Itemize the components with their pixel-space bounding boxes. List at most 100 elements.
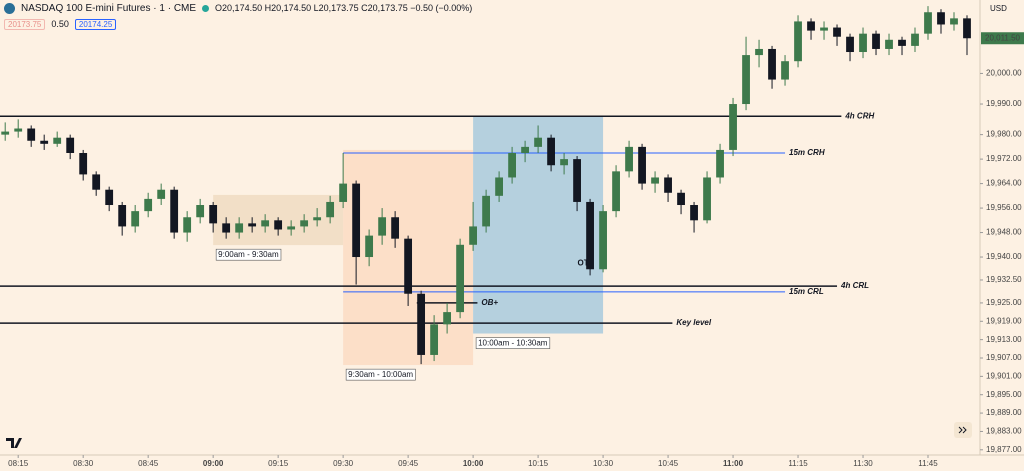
candle-body — [235, 223, 244, 233]
candle-body — [885, 39, 893, 49]
y-tick-label: 19,883.00 — [986, 427, 1022, 436]
candle-body — [547, 137, 555, 166]
x-tick-label: 10:30 — [593, 459, 614, 468]
x-tick-label: 08:45 — [138, 459, 159, 468]
candle-body — [378, 217, 387, 236]
candle-body — [534, 137, 542, 147]
candle-body — [729, 104, 737, 150]
candle-body — [274, 220, 283, 230]
candle-body — [326, 201, 335, 218]
x-tick-label: 09:00 — [203, 459, 224, 468]
time-box-label-bg — [475, 337, 551, 349]
candle-body — [339, 183, 348, 202]
candle-body — [781, 61, 789, 80]
candle-body — [638, 146, 646, 184]
time-box-label: 9:30am - 10:00am — [348, 370, 413, 379]
scroll-button[interactable] — [954, 422, 972, 438]
symbol-logo — [4, 2, 15, 14]
candle-body — [313, 217, 322, 221]
header: NASDAQ 100 E-mini Futures · 1 · CME O20,… — [0, 0, 472, 32]
y-tick-label: 19,913.00 — [986, 335, 1022, 344]
candle-body — [469, 226, 478, 245]
candle-body — [79, 152, 88, 175]
market-status — [202, 4, 210, 12]
y-tick-label: 19,901.00 — [986, 371, 1022, 380]
x-tick-label: 08:15 — [8, 459, 29, 468]
candle-body — [768, 48, 776, 80]
candle-body — [508, 152, 516, 178]
candle-body — [118, 205, 127, 227]
candle-body — [612, 171, 620, 212]
candle-body — [755, 48, 763, 56]
candle-body — [209, 205, 218, 224]
candle-body — [911, 33, 919, 46]
x-tick-label: 10:45 — [658, 459, 679, 468]
candles — [1, 6, 971, 365]
candle-body — [482, 195, 490, 227]
y-tick-label: 19,956.00 — [986, 203, 1022, 212]
candle-body — [443, 312, 452, 325]
y-tick-label: 20,000.00 — [986, 69, 1022, 78]
time-box-label: 9:00am - 9:30am — [218, 250, 279, 259]
candle-body — [664, 177, 672, 193]
candle-body — [924, 12, 932, 34]
candle-body — [794, 21, 802, 62]
header-row: NASDAQ 100 E-mini Futures · 1 · CME O20,… — [0, 0, 472, 16]
candle-body — [820, 27, 828, 31]
candle-body — [183, 217, 192, 233]
x-tick-label: 09:45 — [398, 459, 419, 468]
last-price-label: 20,011.50 — [985, 33, 1021, 42]
buy-price[interactable]: 20174.25 — [74, 18, 117, 30]
time-box-label-bg — [215, 248, 282, 261]
x-tick-label: 09:15 — [268, 459, 289, 468]
x-tick-label: 10:00 — [463, 459, 484, 468]
y-tick-label: 19,980.00 — [986, 130, 1022, 139]
candle-body — [261, 220, 270, 227]
level-label: OB+ — [481, 298, 498, 307]
level-label: 4h CRH — [844, 111, 874, 120]
candle-body — [703, 177, 711, 221]
level-label: 15m CRL — [789, 287, 824, 296]
x-tick-label: 11:00 — [723, 459, 744, 468]
candle-body — [716, 149, 724, 178]
candle-body — [573, 159, 581, 202]
y-tick-label: 19,877.00 — [986, 445, 1022, 454]
candle-body — [963, 18, 971, 39]
y-tick-label: 19,925.00 — [986, 298, 1022, 307]
candle-body — [456, 244, 465, 313]
candle-body — [872, 33, 880, 49]
candle-body — [53, 137, 62, 144]
tv-logo — [6, 438, 22, 448]
candle-body — [937, 12, 945, 25]
sell-price[interactable]: 20173.75 — [4, 18, 46, 30]
candle-body — [846, 36, 854, 53]
spread: 0.50 — [51, 19, 69, 29]
candle-body — [40, 140, 49, 144]
candle-body — [248, 223, 257, 227]
candle-body — [651, 177, 659, 184]
y-tick-label: 19,932.50 — [986, 275, 1022, 284]
level-label: 4h CRL — [840, 281, 869, 290]
candle-body — [1, 131, 10, 135]
candle-body — [222, 223, 231, 233]
candle-body — [807, 21, 815, 31]
candle-body — [690, 205, 698, 221]
x-tick-label: 10:15 — [528, 459, 549, 468]
candle-body — [300, 220, 309, 227]
candle-body — [66, 137, 75, 153]
trade-row: 20173.75 0.50 20174.25 — [0, 16, 472, 32]
annotation: OTE — [578, 258, 595, 267]
level-label: Key level — [676, 318, 711, 327]
x-tick-label: 11:30 — [853, 459, 873, 468]
candle-body — [352, 183, 361, 258]
candle-body — [196, 205, 205, 218]
candle-body — [625, 146, 633, 172]
candle-body — [365, 235, 374, 258]
candle-body — [833, 27, 841, 37]
y-tick-label: 19,972.00 — [986, 154, 1022, 163]
x-tick-label: 09:30 — [333, 459, 354, 468]
symbol-title[interactable]: NASDAQ 100 E-mini Futures · 1 · CME — [21, 2, 197, 14]
candle-body — [391, 217, 400, 239]
